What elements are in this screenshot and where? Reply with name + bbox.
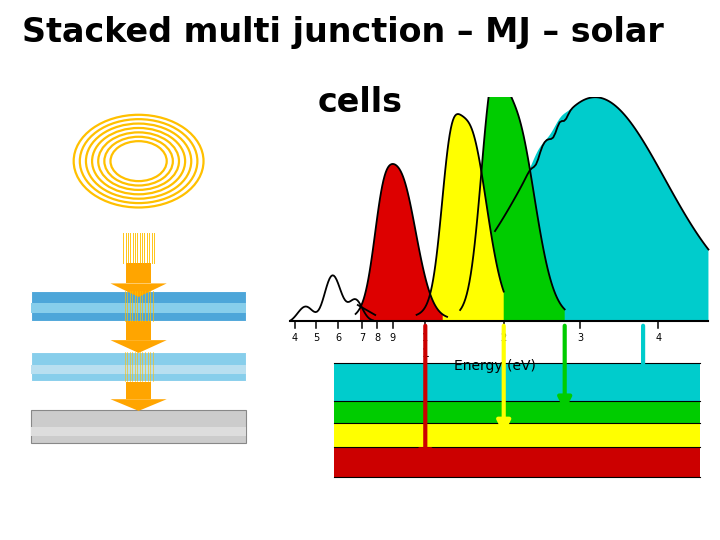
Text: Stacked multi junction – MJ – solar: Stacked multi junction – MJ – solar [22, 16, 663, 49]
Text: Cell 3 (Eg3): Cell 3 (Eg3) [19, 450, 84, 460]
Text: 9: 9 [390, 333, 396, 343]
Text: 3: 3 [577, 333, 583, 343]
Bar [31, 352, 246, 381]
Bar [126, 263, 151, 284]
Text: 5: 5 [313, 333, 320, 343]
Bar [31, 291, 246, 321]
Bar [334, 401, 700, 423]
Text: 1: 1 [421, 347, 429, 360]
Text: 7: 7 [359, 333, 365, 343]
Text: 2: 2 [500, 333, 507, 343]
Text: 4: 4 [655, 333, 662, 343]
Text: Eg1 > Eg2 > Eg3: Eg1 > Eg2 > Eg3 [19, 262, 120, 275]
Text: Energy (eV): Energy (eV) [454, 359, 536, 373]
Bar [334, 363, 700, 401]
Bar [31, 427, 246, 436]
Text: Cell 2 (Eg2): Cell 2 (Eg2) [19, 387, 84, 397]
Text: 1: 1 [422, 333, 428, 343]
Text: 6: 6 [335, 333, 341, 343]
Polygon shape [495, 97, 708, 321]
Bar [334, 447, 700, 477]
Polygon shape [460, 65, 564, 321]
Bar [126, 382, 151, 399]
Polygon shape [110, 399, 167, 411]
Polygon shape [417, 114, 504, 321]
Text: Cell 1 (Eg1): Cell 1 (Eg1) [19, 327, 84, 337]
Text: 4: 4 [292, 333, 297, 343]
Text: cells: cells [318, 86, 402, 119]
Bar [31, 303, 246, 313]
Bar [334, 423, 700, 447]
Bar [31, 410, 246, 443]
Bar [31, 365, 246, 374]
Polygon shape [110, 340, 167, 353]
Bar [126, 321, 151, 340]
Text: 8: 8 [374, 333, 380, 343]
Polygon shape [360, 164, 443, 321]
Polygon shape [110, 284, 167, 297]
